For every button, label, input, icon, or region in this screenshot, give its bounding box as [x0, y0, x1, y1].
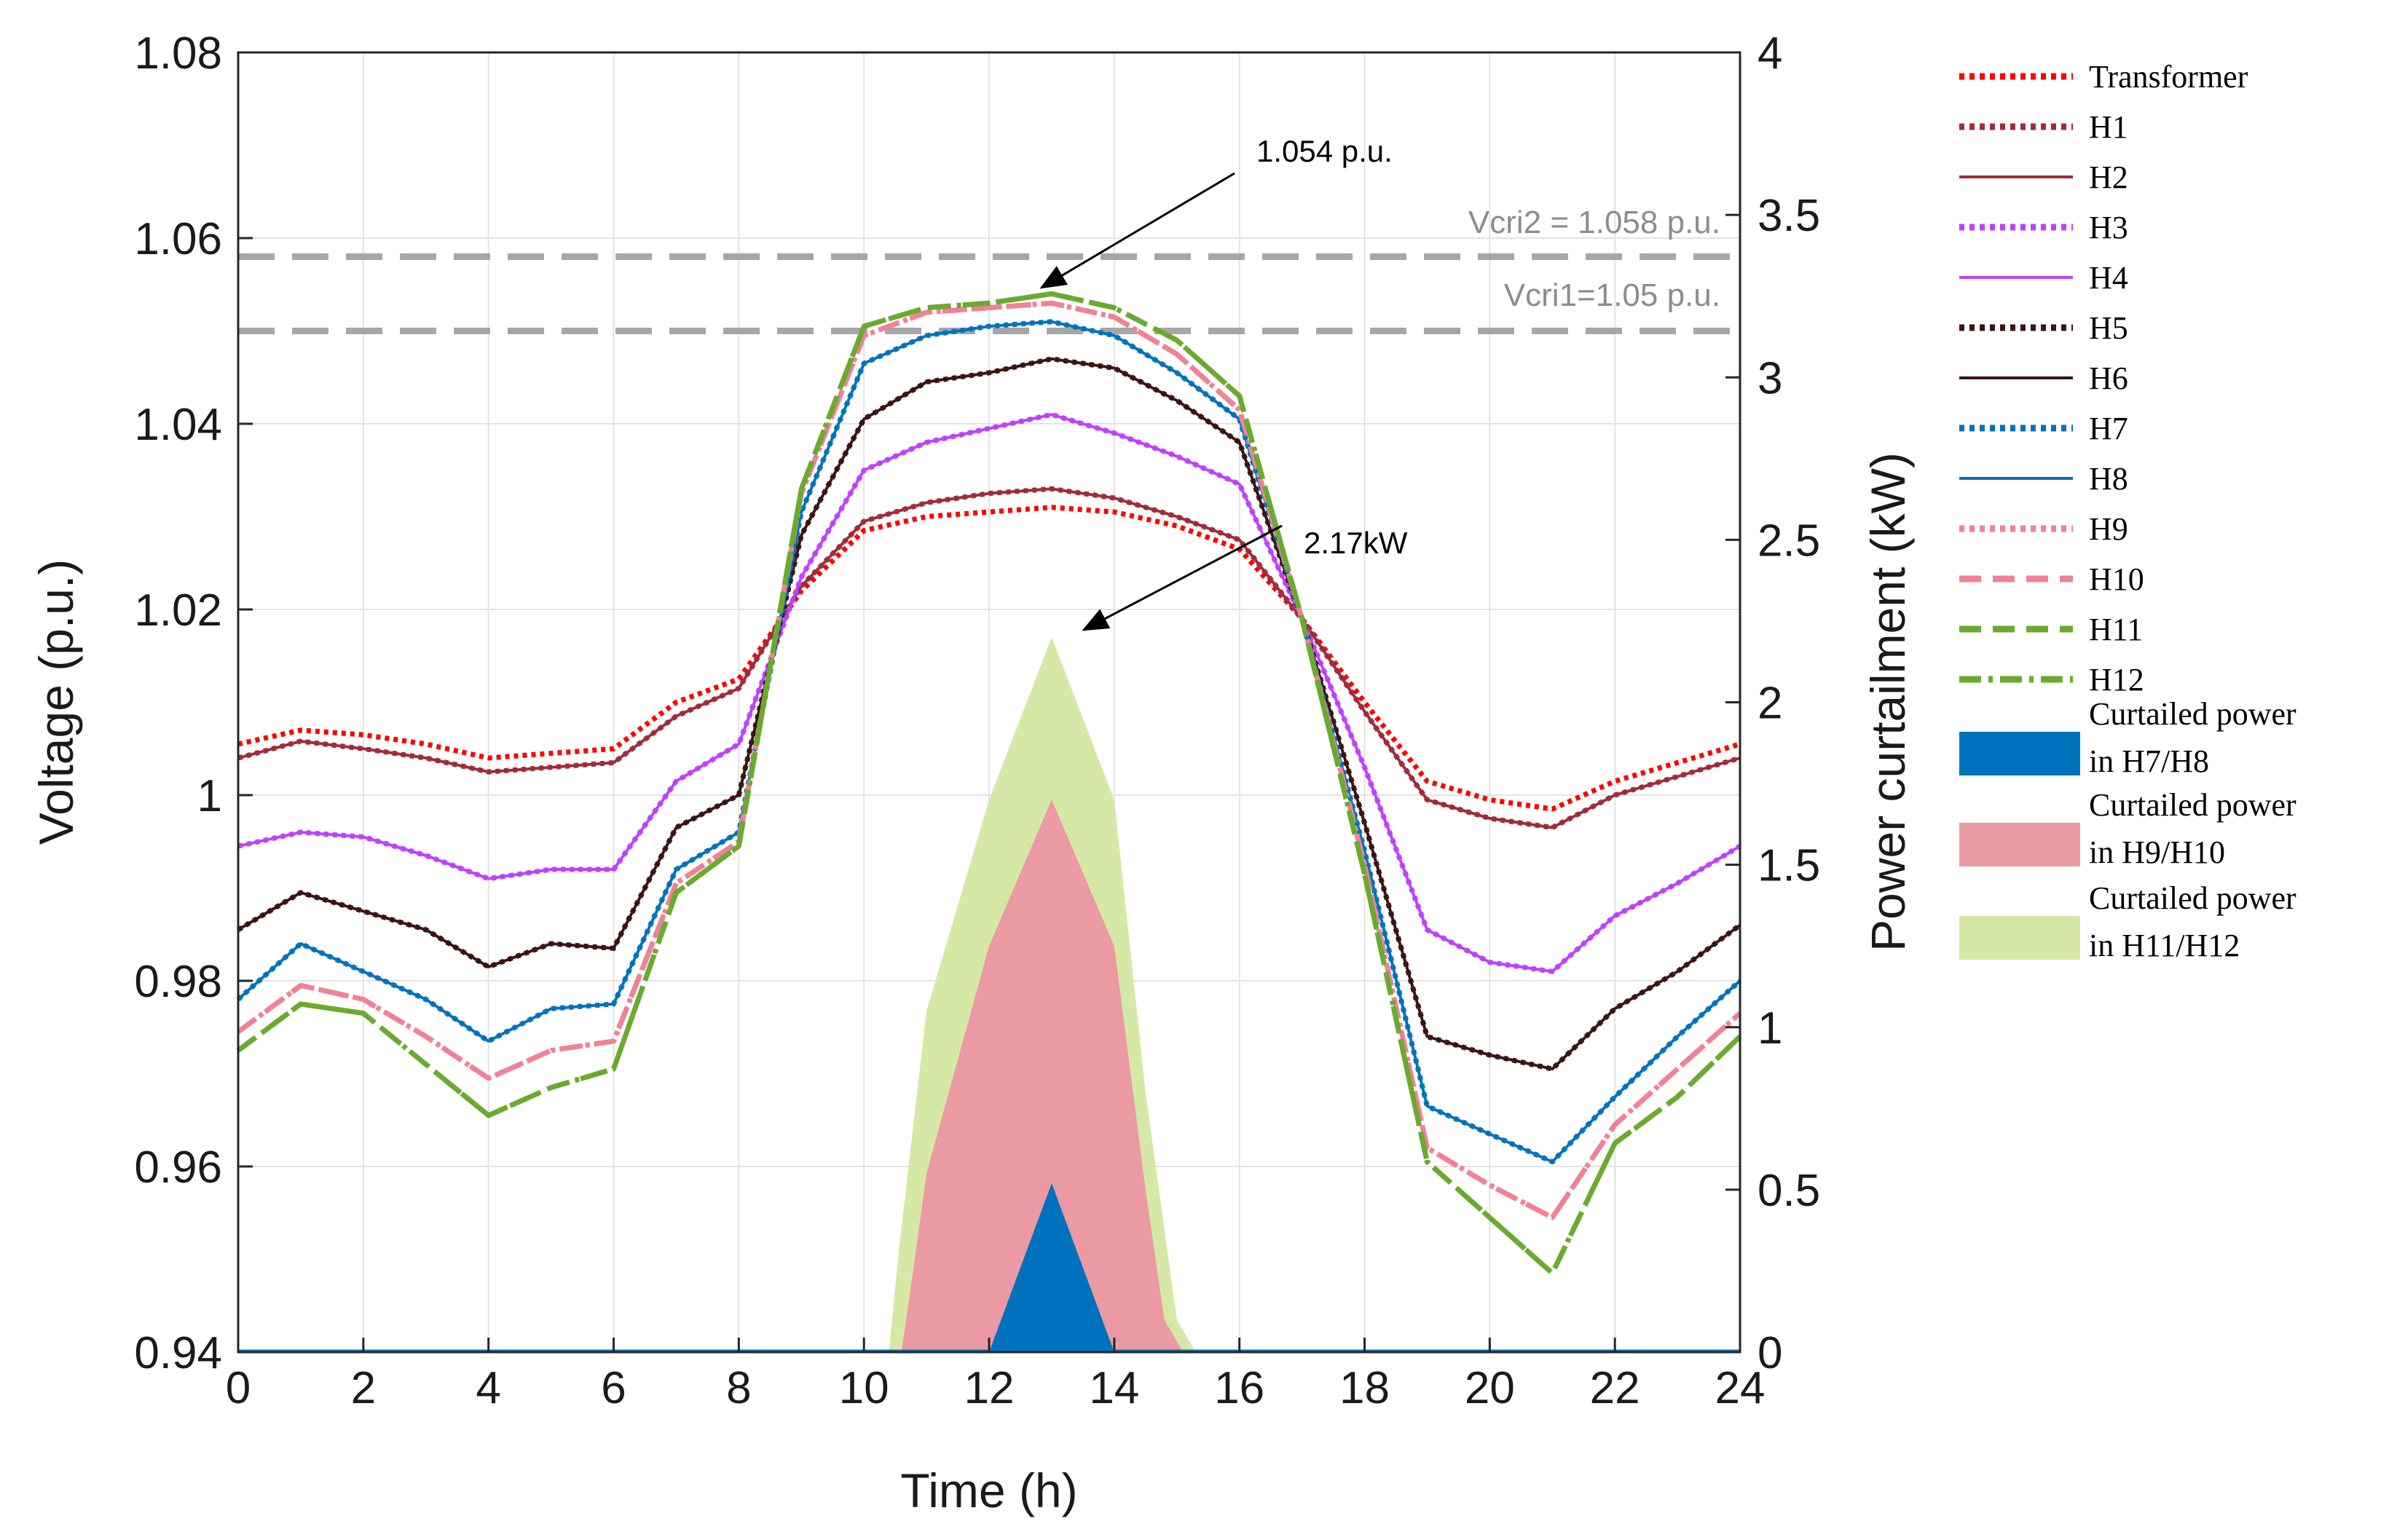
legend-label: H4	[2089, 260, 2128, 296]
legend-label: H9	[2089, 511, 2128, 547]
curtailment-area	[989, 1182, 1121, 1352]
y2-tick-label: 1	[1758, 1003, 1782, 1054]
legend-label: H8	[2089, 461, 2128, 497]
x-tick-label: 10	[839, 1363, 889, 1413]
x-tick-label: 18	[1339, 1363, 1390, 1413]
x-tick-label: 24	[1715, 1363, 1766, 1413]
legend-label: H7	[2089, 411, 2128, 446]
legend-label: H1	[2089, 109, 2128, 145]
voltage-series-lines	[236, 291, 1742, 1276]
x-tick-label: 14	[1089, 1363, 1139, 1413]
x-tick-label: 8	[726, 1363, 751, 1413]
legend-label: Curtailed power	[2089, 696, 2296, 732]
peak-curtailment-annotation: 2.17kW	[1304, 526, 1408, 560]
y2-tick-label: 4	[1758, 28, 1782, 79]
x-tick-label: 0	[226, 1363, 251, 1413]
x-axis-label: Time (h)	[900, 1464, 1077, 1517]
legend-label: H3	[2089, 210, 2128, 245]
series-line-h4	[237, 413, 1741, 974]
y-tick-label: 1.02	[134, 585, 222, 636]
legend-label: H12	[2089, 662, 2144, 698]
y2-tick-label: 0.5	[1758, 1166, 1820, 1216]
series-line-h2	[237, 487, 1741, 829]
legend-label: Transformer	[2089, 59, 2248, 95]
vcri2-label: Vcri2 = 1.058 p.u.	[1468, 205, 1720, 240]
legend-label: Curtailed power	[2089, 787, 2296, 823]
x-tick-label: 6	[601, 1363, 626, 1413]
x-tick-label: 20	[1465, 1363, 1515, 1413]
y2-axis-label: Power curtailment (kW)	[1861, 452, 1915, 952]
y-tick-label: 0.98	[134, 957, 222, 1007]
x-tick-label: 22	[1590, 1363, 1640, 1413]
axis-ticks: 0 2 4 6 8 10 12 14 16 18 20 22 240.940.960.9811.021.…	[134, 28, 1820, 1413]
y-tick-label: 1	[197, 771, 222, 821]
y-tick-label: 1.06	[134, 214, 222, 264]
legend-area-swatch	[1959, 916, 2080, 960]
peak-voltage-annotation: 1.054 p.u.	[1256, 134, 1393, 168]
y2-tick-label: 2.5	[1758, 516, 1820, 566]
peak-curtailment-arrow	[1082, 524, 1283, 631]
y-tick-label: 1.04	[134, 400, 222, 450]
x-tick-label: 16	[1214, 1363, 1264, 1413]
legend: TransformerH1H2H3H4H5H6H7H8H9H10H11H12Cu…	[1959, 59, 2296, 963]
legend-label: in H9/H10	[2089, 834, 2225, 870]
y-tick-label: 0.96	[134, 1142, 222, 1193]
y2-tick-label: 1.5	[1758, 841, 1820, 891]
y2-tick-label: 0	[1758, 1328, 1782, 1378]
legend-label: H2	[2089, 159, 2128, 195]
y-tick-label: 0.94	[134, 1328, 222, 1378]
legend-label: H11	[2089, 612, 2143, 647]
y-tick-label: 1.08	[134, 28, 222, 79]
x-tick-label: 12	[964, 1363, 1015, 1413]
peak-voltage-arrow	[1039, 172, 1235, 289]
series-line-transformer	[237, 505, 1741, 812]
series-line-h10	[236, 300, 1742, 1220]
y2-tick-label: 2	[1758, 679, 1782, 729]
legend-label: Curtailed power	[2089, 880, 2296, 916]
vcri1-label: Vcri1=1.05 p.u.	[1504, 277, 1720, 313]
series-line-h8	[237, 320, 1741, 1164]
y-axis-label: Voltage (p.u.)	[29, 559, 83, 845]
legend-label: H10	[2089, 561, 2144, 597]
legend-label: H6	[2089, 360, 2128, 396]
legend-label: H5	[2089, 310, 2128, 346]
x-tick-label: 2	[351, 1363, 376, 1413]
legend-label: in H7/H8	[2089, 743, 2209, 779]
legend-area-swatch	[1959, 732, 2080, 775]
series-line-h6	[237, 357, 1741, 1071]
y2-tick-label: 3	[1758, 353, 1782, 403]
series-line-h12	[236, 291, 1742, 1276]
curtailment-area	[901, 799, 1184, 1352]
x-tick-label: 4	[476, 1363, 500, 1413]
legend-label: in H11/H12	[2089, 928, 2240, 963]
y2-tick-label: 3.5	[1758, 191, 1820, 241]
legend-area-swatch	[1959, 823, 2080, 866]
reference-lines	[238, 253, 1740, 334]
